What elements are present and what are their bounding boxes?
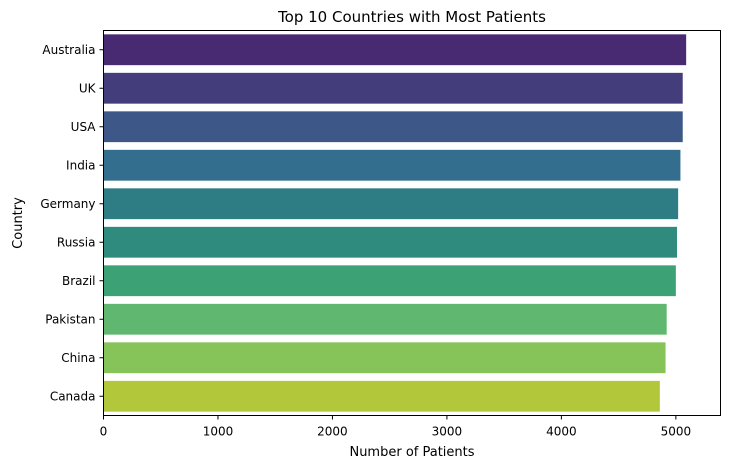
y-tick-label: Australia — [42, 43, 95, 57]
bar-russia — [103, 226, 678, 258]
y-tick-label: USA — [71, 120, 97, 134]
y-tick-label: China — [61, 351, 95, 365]
x-tick-label: 3000 — [432, 425, 463, 439]
bar-germany — [103, 188, 679, 220]
bar-pakistan — [103, 303, 667, 335]
bar-uk — [103, 72, 683, 104]
y-tick-label: UK — [79, 81, 97, 95]
y-tick-label: Germany — [40, 197, 95, 211]
x-axis-ticks: 0 1000 2000 3000 4000 5000 — [100, 415, 692, 439]
y-axis-label: Country — [11, 197, 26, 249]
y-tick-label: Brazil — [62, 274, 96, 288]
bar-india — [103, 149, 681, 181]
plot-frame — [103, 30, 721, 416]
x-tick-label: 4000 — [546, 425, 577, 439]
bar-australia — [103, 34, 687, 66]
bar-canada — [103, 380, 660, 412]
y-tick-label: Russia — [57, 235, 96, 249]
bars-group — [103, 34, 687, 412]
chart-title: Top 10 Countries with Most Patients — [277, 8, 546, 26]
y-axis-ticks: Australia UK USA India Germany Russia Brazil Pa… — [40, 43, 104, 403]
bar-usa — [103, 111, 683, 143]
y-tick-label: India — [66, 158, 95, 172]
x-axis-label: Number of Patients — [349, 445, 474, 460]
x-tick-label: 1000 — [203, 425, 234, 439]
x-tick-label: 2000 — [317, 425, 348, 439]
x-tick-label: 5000 — [661, 425, 692, 439]
bar-brazil — [103, 265, 676, 297]
x-tick-label: 0 — [100, 425, 108, 439]
y-tick-label: Canada — [50, 389, 96, 403]
y-tick-label: Pakistan — [45, 312, 95, 326]
bar-china — [103, 342, 666, 374]
